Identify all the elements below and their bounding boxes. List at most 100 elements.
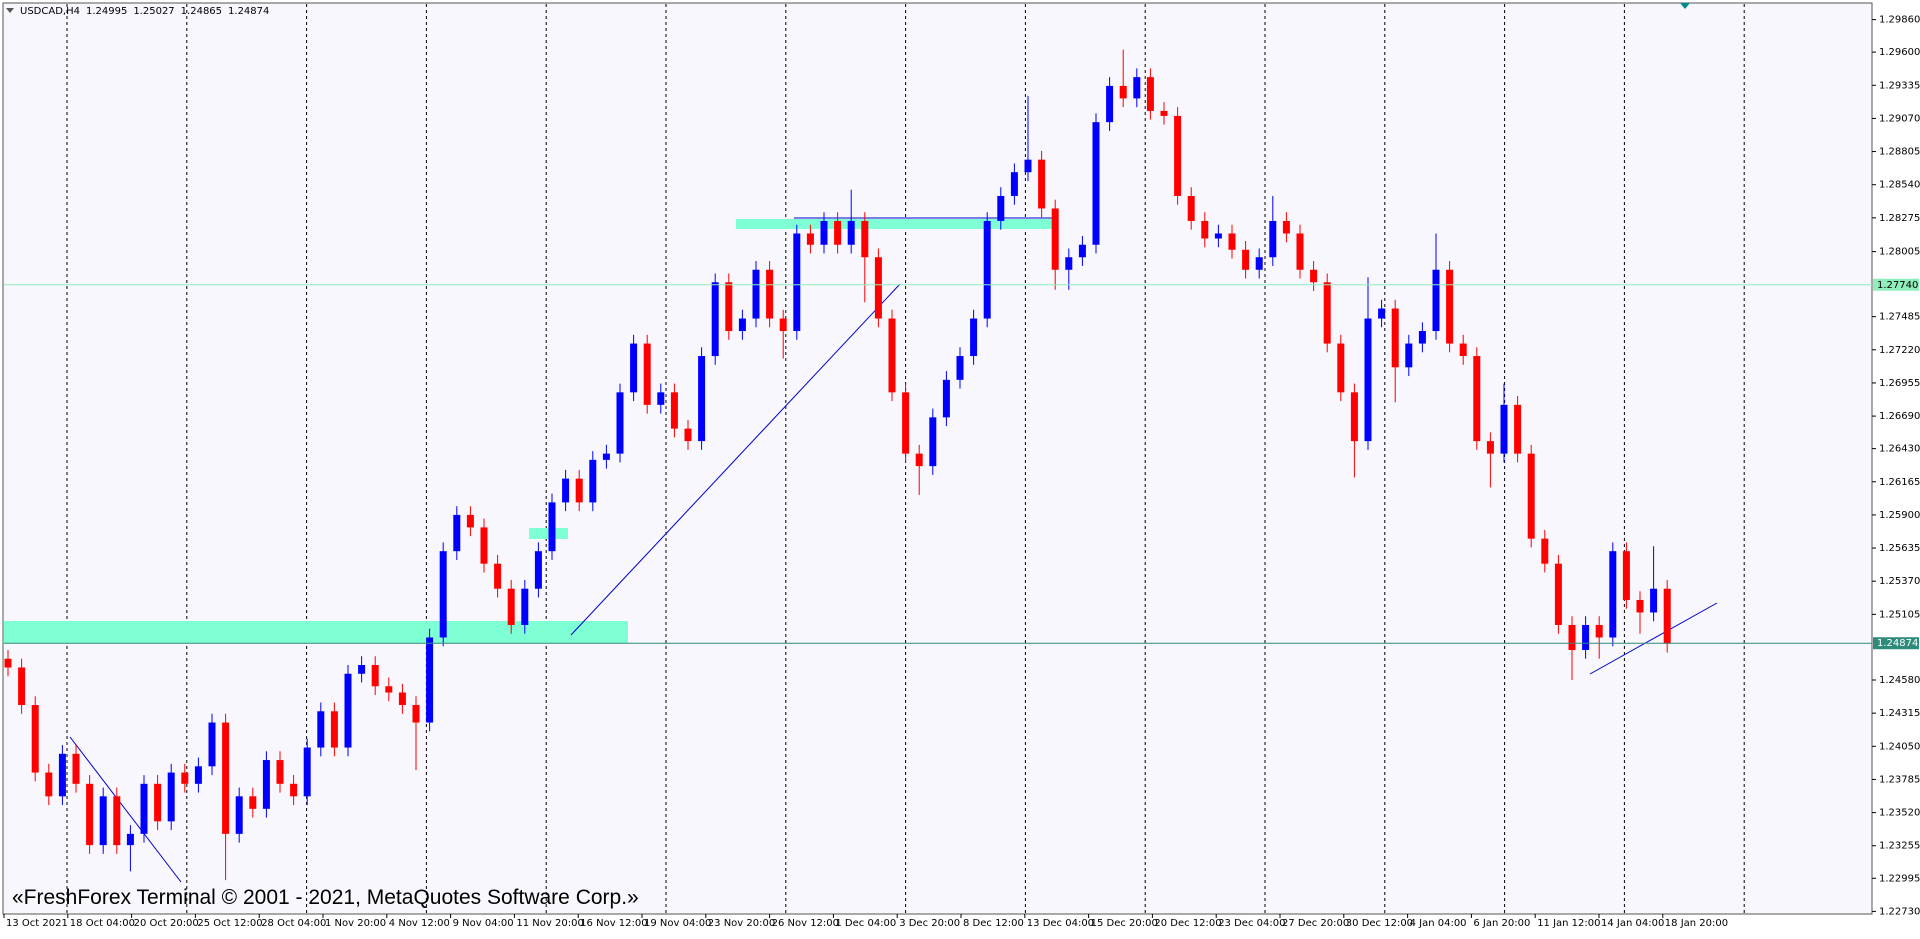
zone xyxy=(4,621,628,643)
x-tick-label: 28 Oct 04:00 xyxy=(261,918,326,929)
candle-body xyxy=(99,796,107,846)
candle-body xyxy=(1473,356,1481,442)
candle-body xyxy=(58,753,66,797)
candle-body xyxy=(208,722,216,767)
y-tick-label: 1.26690 xyxy=(1879,411,1920,422)
candle-body xyxy=(983,220,991,319)
price-lines: 1.27740 1.24874 xyxy=(4,278,1919,650)
x-tick-label: 20 Dec 12:00 xyxy=(1154,918,1221,929)
candle-body xyxy=(1160,110,1168,116)
x-tick-label: 3 Dec 20:00 xyxy=(899,918,960,929)
x-tick-label: 4 Nov 12:00 xyxy=(389,918,450,929)
candle-body xyxy=(439,551,447,638)
candle-body xyxy=(1255,257,1263,270)
x-tick-label: 19 Nov 04:00 xyxy=(644,918,711,929)
candle-body xyxy=(1350,392,1358,442)
candle-body xyxy=(575,478,583,503)
x-tick-label: 13 Oct 2021 xyxy=(6,918,68,929)
x-tick-label: 23 Dec 04:00 xyxy=(1218,918,1285,929)
candle-body xyxy=(1106,85,1114,123)
candle-body xyxy=(167,772,175,822)
x-tick-label: 16 Nov 12:00 xyxy=(580,918,647,929)
y-tick-label: 1.24050 xyxy=(1879,741,1920,752)
candle-body xyxy=(1133,77,1141,99)
candle-body xyxy=(1364,318,1372,442)
candle-body xyxy=(480,527,488,564)
candles xyxy=(4,49,1671,881)
candle-body xyxy=(997,195,1005,221)
candle-body xyxy=(262,760,270,809)
candle-body xyxy=(303,747,311,797)
candle-body xyxy=(752,269,760,319)
header-text: USDCAD,H4 1.24995 1.25027 1.24865 1.24874 xyxy=(20,6,269,17)
candle-body xyxy=(276,760,284,784)
candle-body xyxy=(344,673,352,748)
candle-body xyxy=(1663,588,1671,644)
candle-body xyxy=(140,783,148,834)
y-tick-label: 1.22730 xyxy=(1879,906,1920,917)
candle-body xyxy=(1228,233,1236,250)
candle-body xyxy=(1146,77,1154,111)
candle-body xyxy=(317,711,325,748)
candle-body xyxy=(643,343,651,405)
header-icon xyxy=(6,8,14,13)
candle-body xyxy=(222,722,230,834)
candle-body xyxy=(385,686,393,693)
x-tick-label: 11 Nov 20:00 xyxy=(516,918,583,929)
candle-body xyxy=(1486,441,1494,454)
trendline xyxy=(1589,602,1718,675)
candle-body xyxy=(358,664,366,674)
y-tick-label: 1.22995 xyxy=(1879,873,1920,884)
candle-body xyxy=(657,392,665,405)
candle-body xyxy=(1024,159,1032,173)
candle-body xyxy=(1650,588,1658,613)
candle-body xyxy=(1065,257,1073,270)
candle-body xyxy=(1527,453,1535,539)
candle-body xyxy=(371,664,379,687)
candle-body xyxy=(330,711,338,748)
candle-body xyxy=(1119,85,1127,99)
x-tick-label: 9 Nov 04:00 xyxy=(453,918,514,929)
y-tick-label: 1.27485 xyxy=(1879,312,1920,323)
candle-body xyxy=(1568,624,1576,650)
y-tick-label: 1.29070 xyxy=(1879,113,1920,124)
candle-body xyxy=(154,783,162,822)
period-separators xyxy=(66,4,1745,913)
candle-body xyxy=(1432,269,1440,332)
candle-body xyxy=(181,772,189,784)
candle-body xyxy=(1038,159,1046,209)
candle-body xyxy=(1296,233,1304,270)
candle-body xyxy=(1541,538,1549,564)
candle-body xyxy=(86,783,94,846)
candle-body xyxy=(1201,220,1209,239)
candle-body xyxy=(72,753,80,784)
y-tick-label: 1.29600 xyxy=(1879,47,1920,58)
candle-body xyxy=(956,356,964,380)
candle-body xyxy=(1174,115,1182,196)
x-tick-label: 1 Dec 04:00 xyxy=(835,918,896,929)
y-tick-label: 1.29335 xyxy=(1879,80,1920,91)
candle-body xyxy=(18,667,26,706)
candle-body xyxy=(534,551,542,589)
candle-body xyxy=(249,796,257,809)
zone xyxy=(736,219,1056,229)
candle-body xyxy=(235,796,243,834)
drawing-objects xyxy=(4,3,1718,883)
candle-body xyxy=(1446,269,1454,344)
candle-body xyxy=(942,379,950,418)
y-tick-label: 1.26955 xyxy=(1879,378,1920,389)
y-tick-label: 1.27220 xyxy=(1879,345,1920,356)
candle-body xyxy=(684,428,692,442)
x-tick-label: 14 Jan 04:00 xyxy=(1601,918,1664,929)
candle-body xyxy=(1187,195,1195,221)
x-tick-label: 18 Jan 20:00 xyxy=(1665,918,1728,929)
candle-body xyxy=(861,220,869,258)
candle-body xyxy=(1378,308,1386,319)
candle-body xyxy=(113,796,121,846)
candle-body xyxy=(766,269,774,319)
candle-body xyxy=(1242,249,1250,270)
candle-body xyxy=(453,514,461,552)
y-tick-label: 1.28005 xyxy=(1879,247,1920,258)
candle-body xyxy=(1323,282,1331,344)
x-tick-label: 23 Nov 20:00 xyxy=(708,918,775,929)
